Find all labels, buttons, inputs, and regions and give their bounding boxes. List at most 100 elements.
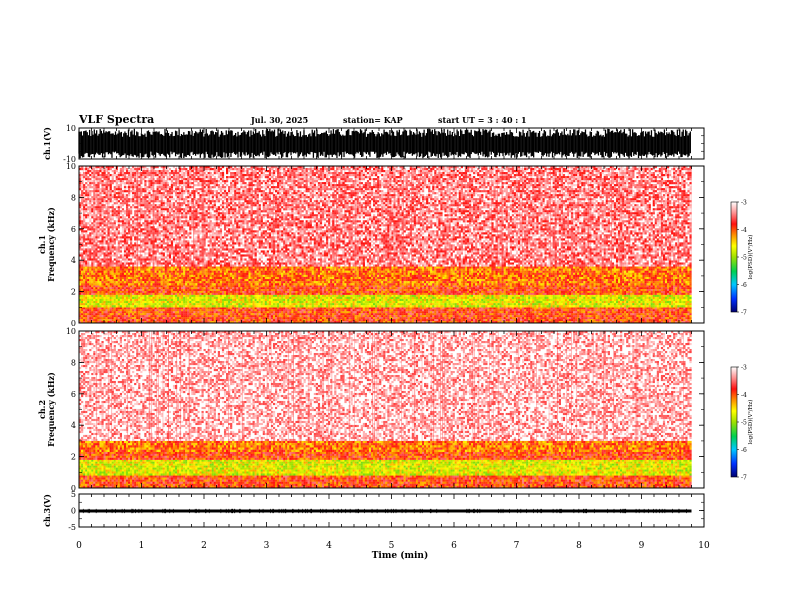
spectrogram-cell [297,317,299,319]
spectrogram-cell [275,319,277,321]
spectrogram-cell [459,317,461,319]
spectrogram-cell [373,307,375,309]
spectrogram-cell [97,299,99,301]
spectrogram-cell [302,313,304,315]
spectrogram-cell [612,299,614,301]
spectrogram-cell [81,319,83,321]
spectrogram-cell [273,317,275,319]
spectrogram-cell [442,301,444,303]
spectrogram-cell [624,307,626,309]
spectrogram-cell [287,313,289,315]
spectrogram-cell [326,309,328,311]
spectrogram-cell [273,319,275,321]
spectrogram-cell [571,317,573,319]
spectrogram-cell [322,305,324,307]
spectrogram-cell [230,301,232,303]
spectrogram-cell [142,299,144,301]
spectrogram-cell [514,311,516,313]
spectrogram-cell [242,297,244,299]
spectrogram-cell [236,309,238,311]
spectrogram-cell [212,319,214,321]
spectrogram-cell [559,303,561,305]
spectrogram-cell [87,301,89,303]
spectrogram-cell [330,311,332,313]
spectrogram-cell [240,295,242,297]
spectrogram-cell [553,295,555,297]
spectrogram-cell [230,309,232,311]
spectrogram-cell [218,303,220,305]
spectrogram-cell [608,303,610,305]
spectrogram-cell [138,309,140,311]
spectrogram-cell [459,311,461,313]
spectrogram-cell [246,313,248,315]
spectrogram-cell [626,303,628,305]
spectrogram-cell [526,307,528,309]
spectrogram-cell [667,297,669,299]
spectrogram-cell [518,315,520,317]
spectrogram-cell [318,311,320,313]
spectrogram-cell [85,299,87,301]
spectrogram-cell [687,311,689,313]
spectrogram-cell [410,307,412,309]
spectrogram-cell [134,303,136,305]
spectrogram-cell [402,295,404,297]
spectrogram-cell [589,299,591,301]
spectrogram-cell [414,297,416,299]
spectrogram-cell [265,313,267,315]
spectrogram-cell [302,297,304,299]
spectrogram-cell [224,317,226,319]
spectrogram-cell [575,309,577,311]
spectrogram-cell [671,299,673,301]
spectrogram-cell [561,319,563,321]
spectrogram-cell [424,319,426,321]
spectrogram-cell [647,311,649,313]
spectrogram-cell [438,299,440,301]
spectrogram-cell [240,307,242,309]
spectrogram-cell [183,297,185,299]
spectrogram-cell [453,307,455,309]
spectrogram-cell [436,305,438,307]
spectrogram-cell [161,299,163,301]
spectrogram-cell [238,299,240,301]
spectrogram-cell [210,303,212,305]
spectrogram-cell [287,317,289,319]
spectrogram-cell [616,305,618,307]
spectrogram-cell [587,313,589,315]
spectrogram-cell [594,297,596,299]
spectrogram-cell [265,295,267,297]
spectrogram-cell [126,297,128,299]
spectrogram-cell [402,315,404,317]
spectrogram-cell [353,315,355,317]
spectrogram-cell [571,309,573,311]
spectrogram-cell [324,313,326,315]
spectrogram-cell [410,305,412,307]
spectrogram-cell [375,303,377,305]
spectrogram-cell [428,305,430,307]
spectrogram-cell [561,305,563,307]
spectrogram-cell [532,317,534,319]
spectrogram-cell [316,299,318,301]
spectrogram-cell [189,313,191,315]
spectrogram-cell [602,301,604,303]
spectrogram-cell [624,301,626,303]
spectrogram-cell [377,315,379,317]
spectrogram-cell [259,317,261,319]
spectrogram-cell [197,295,199,297]
spectrogram-cell [349,317,351,319]
spectrogram-cell [124,301,126,303]
spectrogram-cell [410,311,412,313]
spectrogram-cell [571,311,573,313]
spectrogram-cell [291,311,293,313]
spectrogram-cell [216,317,218,319]
spectrogram-cell [487,313,489,315]
spectrogram-cell [496,295,498,297]
spectrogram-cell [573,305,575,307]
spectrogram-cell [342,299,344,301]
spectrogram-cell [308,309,310,311]
spectrogram-cell [471,315,473,317]
spectrogram-cell [332,299,334,301]
spectrogram-cell [175,313,177,315]
spectrogram-cell [146,307,148,309]
spectrogram-cell [226,317,228,319]
spectrogram-cell [673,313,675,315]
